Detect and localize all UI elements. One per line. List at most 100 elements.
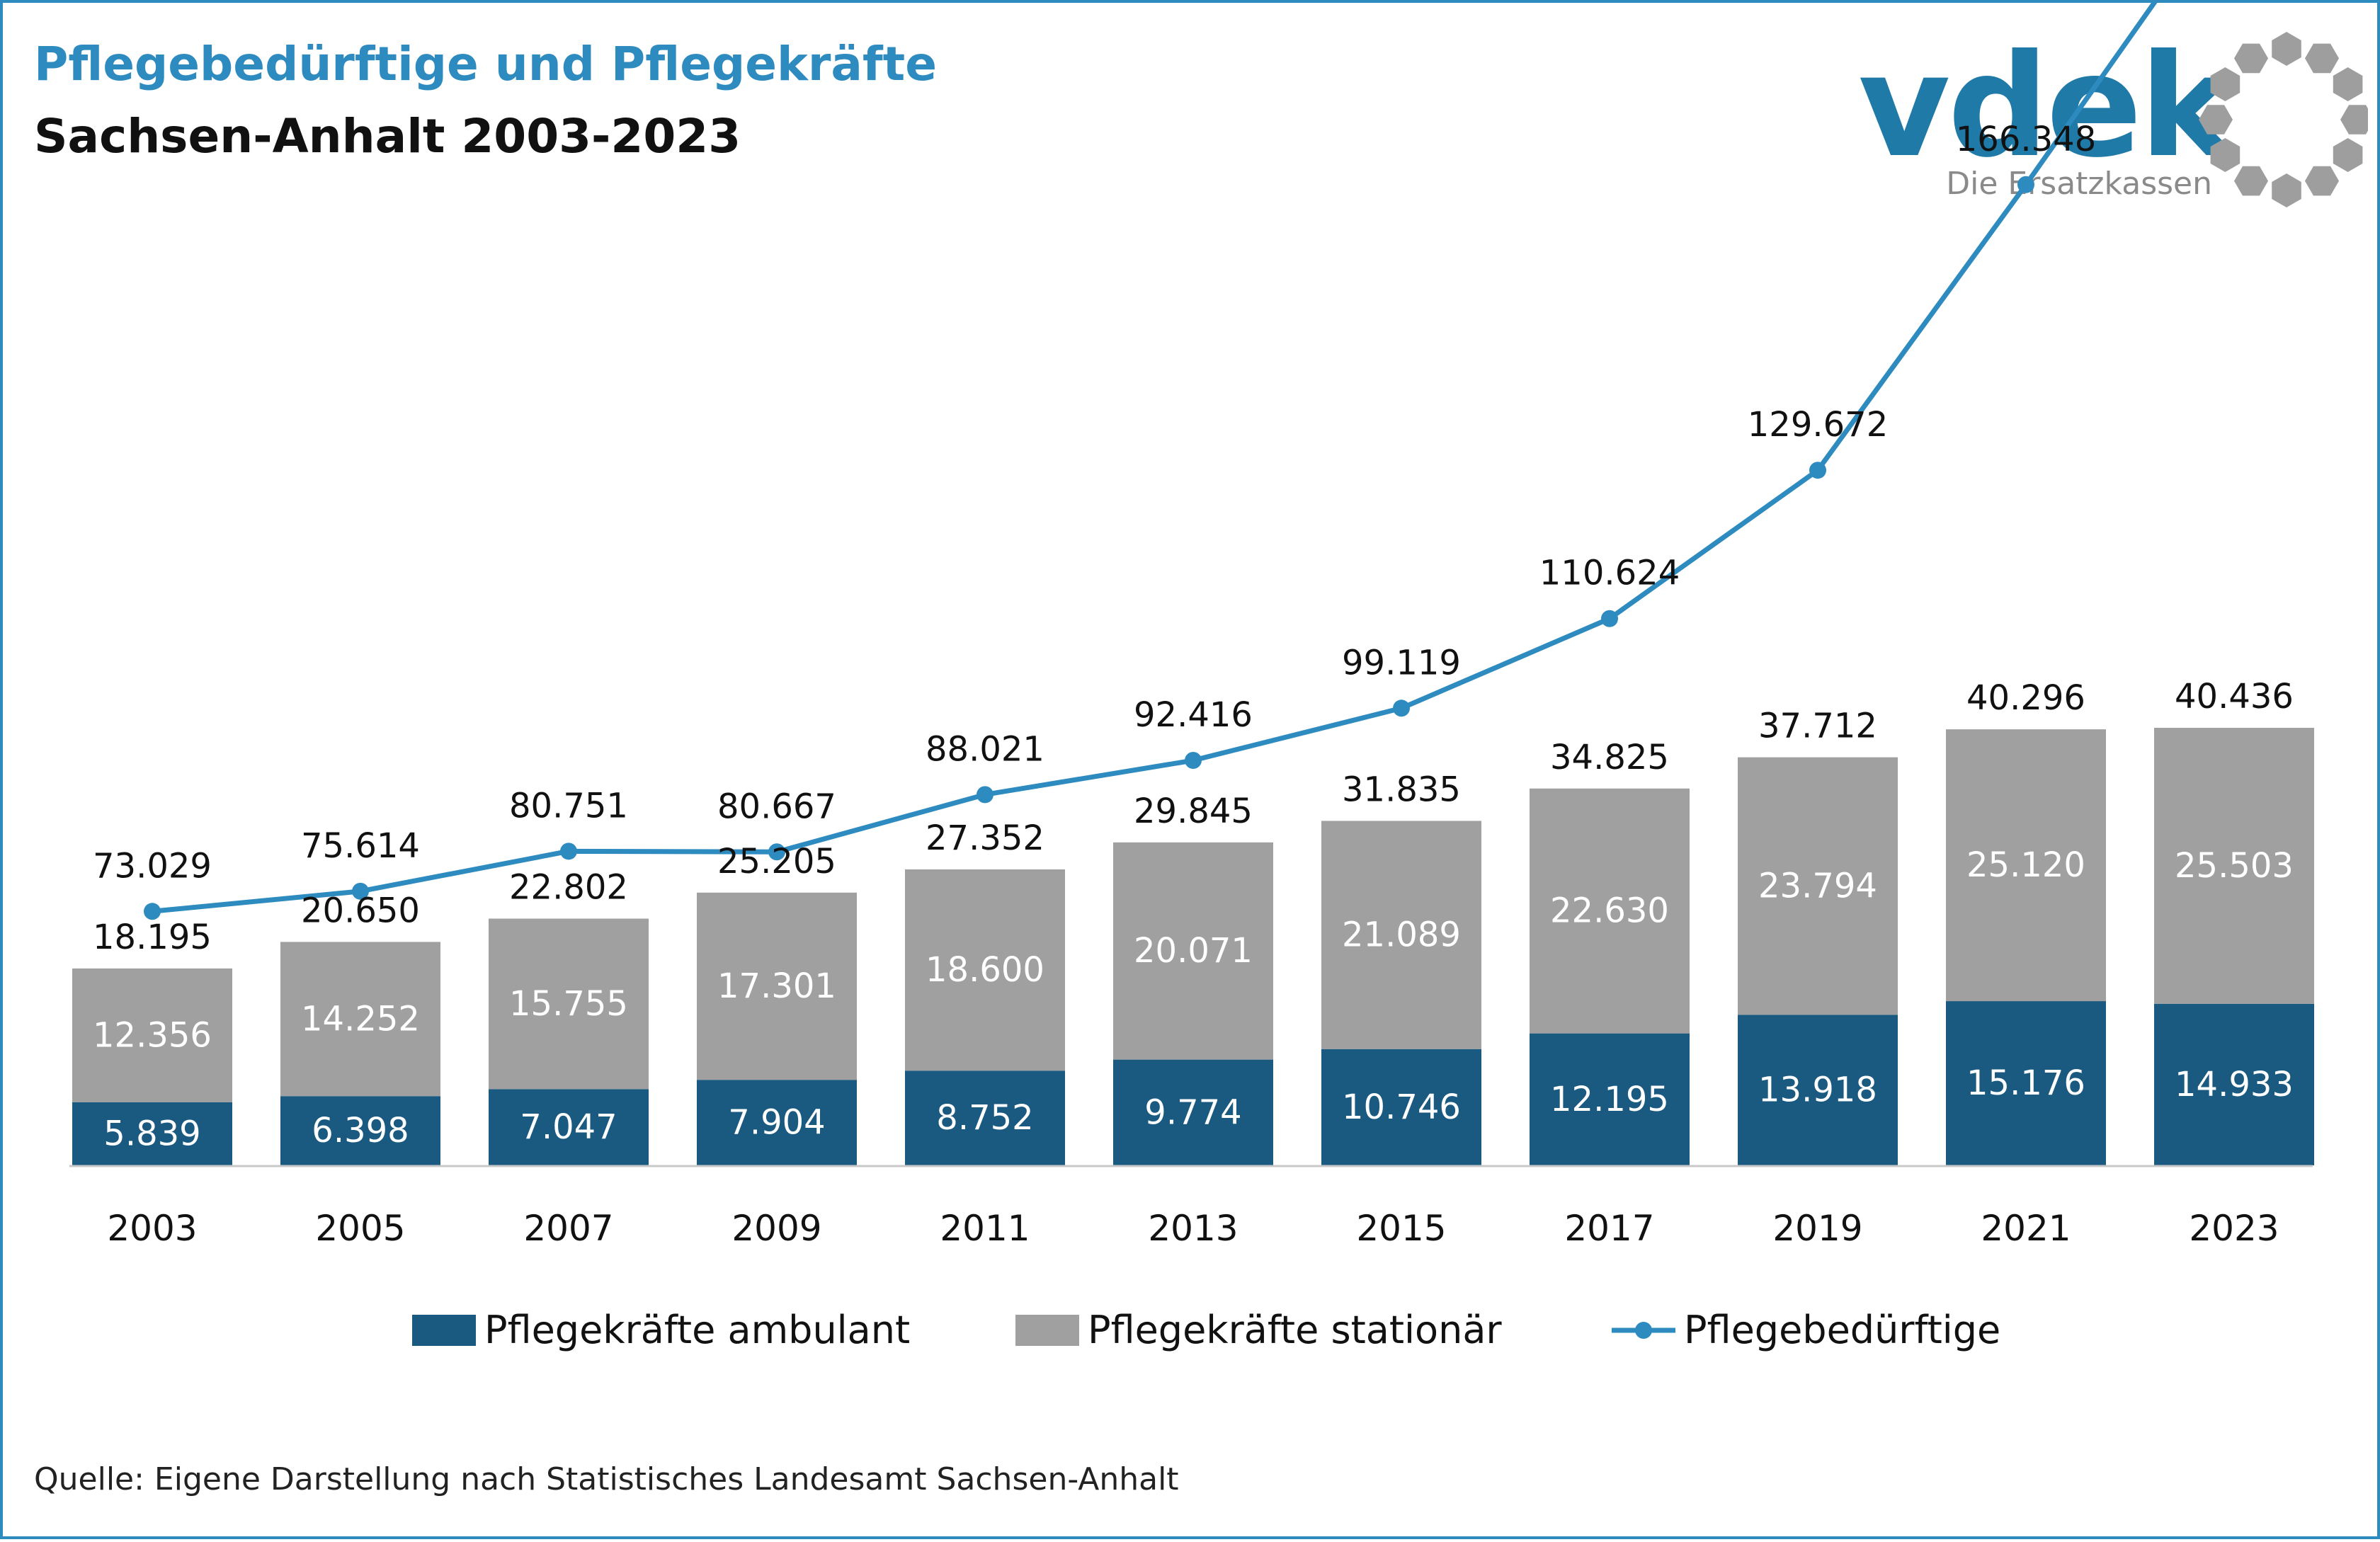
bar-ambulant-2023 bbox=[2154, 1003, 2314, 1165]
vdek-logo: vdek Die Ersatzkassen bbox=[1858, 24, 2368, 207]
label-stationaer-2019: 23.794 bbox=[1758, 866, 1877, 906]
x-tick-2009: 2009 bbox=[731, 1208, 821, 1249]
x-tick-2005: 2005 bbox=[315, 1208, 405, 1249]
point-pflegebeduerftige-2005 bbox=[352, 882, 369, 900]
bar-stationaer-2013 bbox=[1113, 842, 1273, 1060]
label-ambulant-2013: 9.774 bbox=[1144, 1092, 1241, 1132]
bar-stationaer-2021 bbox=[1946, 729, 2106, 1002]
bar-ambulant-2015 bbox=[1321, 1049, 1481, 1165]
bar-stationaer-2007 bbox=[489, 918, 649, 1090]
label-total-2013: 29.845 bbox=[1134, 792, 1253, 831]
point-pflegebeduerftige-2017 bbox=[1601, 610, 1618, 627]
label-pflegebeduerftige-2003: 73.029 bbox=[93, 846, 212, 886]
data-labels: 5.839 12.356 18.195 6.398 14.252 20.650 7.047 1… bbox=[93, 120, 2294, 1154]
logo-hexagon-6 bbox=[2199, 105, 2233, 135]
legend: Pflegekräfte ambulant Pflegekräfte statio… bbox=[412, 1308, 2000, 1352]
legend-label-stationaer: Pflegekräfte stationär bbox=[1088, 1308, 1502, 1352]
bar-ambulant-2009 bbox=[697, 1080, 857, 1165]
x-tick-2019: 2019 bbox=[1772, 1208, 1862, 1249]
x-tick-2007: 2007 bbox=[523, 1208, 613, 1249]
logo-hexagon-0 bbox=[2340, 105, 2368, 135]
label-total-2021: 40.296 bbox=[1966, 678, 2085, 718]
label-stationaer-2007: 15.755 bbox=[509, 984, 628, 1024]
label-pflegebeduerftige-2013: 92.416 bbox=[1134, 695, 1253, 735]
ring-of-hexagons-icon bbox=[2199, 32, 2368, 207]
label-total-2011: 27.352 bbox=[926, 818, 1044, 858]
logo-tagline: Die Ersatzkassen bbox=[1946, 166, 2212, 202]
x-tick-2017: 2017 bbox=[1564, 1208, 1654, 1249]
logo-hexagon-10 bbox=[2305, 43, 2339, 74]
line-series bbox=[144, 3, 2158, 920]
chart-subtitle: Sachsen-Anhalt 2003-2023 bbox=[34, 109, 741, 164]
bar-stationaer-2015 bbox=[1321, 821, 1481, 1049]
x-tick-2015: 2015 bbox=[1356, 1208, 1446, 1249]
bar-stationaer-2005 bbox=[280, 942, 440, 1097]
bar-stationaer-2003 bbox=[72, 968, 232, 1102]
label-stationaer-2015: 21.089 bbox=[1342, 915, 1461, 955]
bar-ambulant-2019 bbox=[1738, 1015, 1898, 1165]
label-stationaer-2021: 25.120 bbox=[1966, 845, 2085, 885]
bar-ambulant-2021 bbox=[1946, 1001, 2106, 1165]
legend-swatch-point bbox=[1635, 1322, 1652, 1339]
label-total-2005: 20.650 bbox=[301, 891, 420, 930]
label-stationaer-2009: 17.301 bbox=[717, 966, 836, 1006]
bar-group bbox=[72, 728, 2314, 1165]
legend-swatch-stationaer bbox=[1015, 1315, 1079, 1346]
label-ambulant-2005: 6.398 bbox=[312, 1111, 409, 1150]
bar-stationaer-2017 bbox=[1530, 788, 1690, 1034]
x-tick-2011: 2011 bbox=[940, 1208, 1030, 1249]
label-pflegebeduerftige-2007: 80.751 bbox=[509, 786, 628, 826]
logo-hexagon-1 bbox=[2333, 138, 2363, 172]
x-tick-2023: 2023 bbox=[2189, 1208, 2279, 1249]
point-pflegebeduerftige-2003 bbox=[144, 903, 161, 920]
bar-ambulant-2011 bbox=[905, 1070, 1065, 1165]
point-pflegebeduerftige-2007 bbox=[560, 843, 577, 860]
label-ambulant-2021: 15.176 bbox=[1966, 1063, 2085, 1103]
label-ambulant-2003: 5.839 bbox=[103, 1114, 200, 1153]
x-tick-2013: 2013 bbox=[1148, 1208, 1238, 1249]
label-ambulant-2009: 7.904 bbox=[728, 1103, 825, 1143]
label-stationaer-2023: 25.503 bbox=[2175, 846, 2294, 886]
label-stationaer-2003: 12.356 bbox=[93, 1015, 212, 1055]
point-pflegebeduerftige-2021 bbox=[2017, 176, 2034, 193]
label-total-2017: 34.825 bbox=[1550, 738, 1669, 777]
bar-ambulant-2003 bbox=[72, 1102, 232, 1165]
label-ambulant-2023: 14.933 bbox=[2175, 1065, 2294, 1104]
point-pflegebeduerftige-2013 bbox=[1185, 752, 1202, 770]
bar-stationaer-2019 bbox=[1738, 757, 1898, 1015]
logo-hexagon-8 bbox=[2234, 43, 2268, 74]
source-note: Quelle: Eigene Darstellung nach Statisti… bbox=[34, 1461, 1179, 1497]
label-pflegebeduerftige-2005: 75.614 bbox=[301, 826, 420, 866]
legend-label-ambulant: Pflegekräfte ambulant bbox=[484, 1308, 910, 1352]
bar-stationaer-2009 bbox=[697, 892, 857, 1080]
x-tick-2021: 2021 bbox=[1981, 1208, 2071, 1249]
bar-stationaer-2023 bbox=[2154, 728, 2314, 1004]
logo-hexagon-2 bbox=[2305, 166, 2339, 196]
line-pflegebeduerftige bbox=[152, 3, 2158, 914]
bar-ambulant-2017 bbox=[1530, 1033, 1690, 1165]
label-total-2007: 22.802 bbox=[509, 868, 628, 908]
chart-title: Pflegebedürftige und Pflegekräfte bbox=[34, 37, 937, 91]
label-ambulant-2015: 10.746 bbox=[1342, 1087, 1461, 1127]
label-pflegebeduerftige-2011: 88.021 bbox=[926, 729, 1044, 769]
bar-ambulant-2007 bbox=[489, 1089, 649, 1165]
label-ambulant-2017: 12.195 bbox=[1550, 1080, 1669, 1119]
label-stationaer-2011: 18.600 bbox=[926, 950, 1044, 990]
bar-ambulant-2013 bbox=[1113, 1059, 1273, 1165]
label-total-2019: 37.712 bbox=[1758, 707, 1877, 746]
label-ambulant-2011: 8.752 bbox=[936, 1098, 1033, 1138]
label-pflegebeduerftige-2017: 110.624 bbox=[1539, 554, 1680, 593]
logo-hexagon-5 bbox=[2210, 138, 2240, 172]
logo-wordmark: vdek bbox=[1858, 24, 2236, 189]
legend-label-pflegebeduerftige: Pflegebedürftige bbox=[1684, 1308, 2000, 1352]
point-pflegebeduerftige-2019 bbox=[1809, 462, 1826, 479]
bar-stationaer-2011 bbox=[905, 869, 1065, 1071]
x-axis-tick-labels: 2003 2005 2007 2009 2011 2013 2015 2017 2019 2021… bbox=[107, 1208, 2279, 1249]
logo-hexagon-3 bbox=[2272, 173, 2301, 207]
chart-area: 5.839 12.356 18.195 6.398 14.252 20.650 7.047 1… bbox=[69, 3, 2314, 1352]
label-pflegebeduerftige-2015: 99.119 bbox=[1342, 643, 1461, 683]
label-ambulant-2007: 7.047 bbox=[520, 1107, 617, 1147]
label-ambulant-2019: 13.918 bbox=[1758, 1070, 1877, 1110]
label-stationaer-2017: 22.630 bbox=[1550, 891, 1669, 931]
point-pflegebeduerftige-2011 bbox=[977, 786, 993, 804]
